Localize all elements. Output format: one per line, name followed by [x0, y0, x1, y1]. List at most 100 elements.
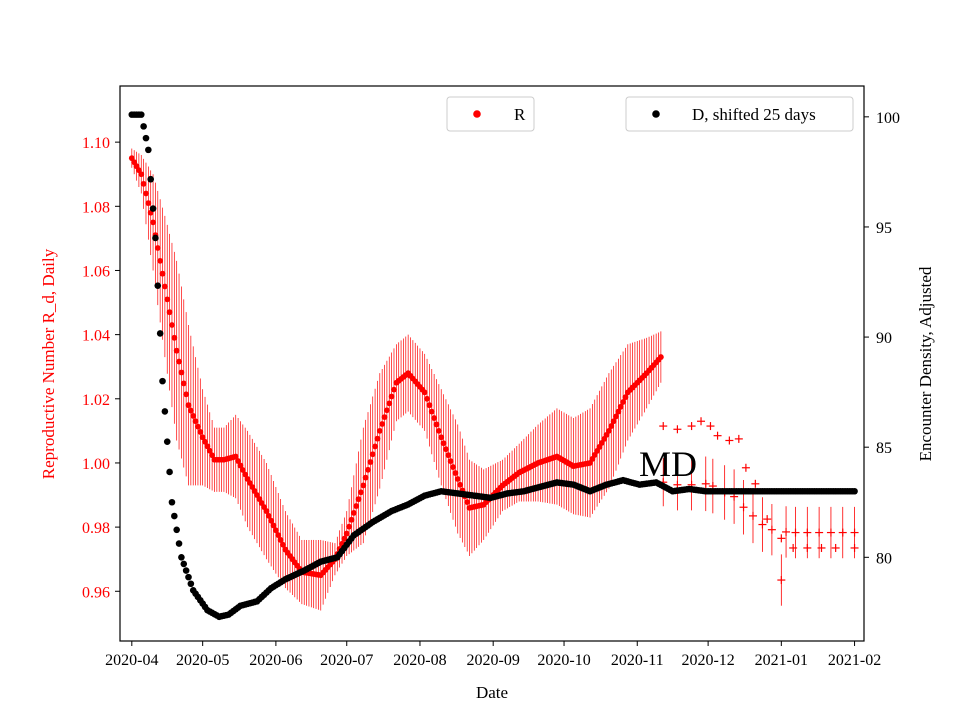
- d-point: [145, 146, 152, 154]
- r-point: [171, 334, 178, 341]
- r-point: [209, 452, 216, 459]
- r-point: [154, 245, 161, 251]
- r-point: [388, 393, 395, 400]
- legend-r-marker: [473, 110, 481, 118]
- d-point: [142, 134, 150, 142]
- legend-d-marker: [652, 110, 660, 118]
- r-point: [372, 443, 378, 450]
- r-point: [428, 408, 435, 415]
- r-point: [443, 446, 449, 453]
- right-axis-ticks: 80 85 90 95 100: [864, 110, 900, 567]
- r-point: [239, 467, 246, 473]
- d-point: [149, 205, 157, 212]
- r-point: [164, 296, 171, 303]
- y-left-tick-label: 1.08: [82, 199, 110, 216]
- r-point: [169, 322, 175, 328]
- d-point: [147, 175, 155, 183]
- d-point: [163, 438, 171, 445]
- r-point: [348, 516, 355, 523]
- d-point: [161, 408, 169, 415]
- d-point: [178, 554, 185, 561]
- r-point: [431, 415, 438, 421]
- d-points: [128, 111, 858, 621]
- y-left-tick-label: 1.10: [82, 135, 110, 152]
- legend-d-label: D, shifted 25 days: [692, 105, 816, 124]
- r-point: [424, 395, 430, 402]
- left-axis-ticks: 0.96 0.98 1.00 1.02 1.04 1.06 1.08 1.10: [82, 135, 120, 601]
- x-tick-label: 2020-09: [467, 652, 520, 669]
- r-point: [433, 421, 440, 428]
- d-point: [182, 567, 190, 574]
- r-point: [376, 427, 383, 434]
- d-point: [187, 580, 195, 588]
- d-point: [159, 377, 166, 385]
- r-point: [383, 407, 390, 414]
- x-tick-label: 2020-10: [537, 652, 590, 669]
- d-point: [851, 487, 858, 495]
- r-point: [610, 418, 617, 425]
- r-point: [272, 527, 279, 534]
- r-point: [440, 440, 447, 447]
- r-point: [145, 200, 152, 206]
- x-axis-ticks: 2020-04 2020-05 2020-06 2020-07 2020-08 2020-…: [105, 641, 881, 669]
- x-tick-label: 2020-04: [105, 652, 158, 669]
- r-point: [265, 512, 272, 519]
- r-point: [391, 386, 397, 393]
- r-point: [341, 535, 348, 542]
- y-left-tick-label: 1.04: [82, 328, 110, 345]
- x-tick-label: 2020-07: [320, 652, 373, 669]
- r-point: [447, 458, 454, 465]
- r-point: [157, 257, 164, 264]
- r-point: [138, 171, 145, 178]
- r-point: [454, 476, 461, 482]
- x-tick-label: 2020-05: [176, 652, 229, 669]
- d-point: [140, 123, 147, 130]
- legend-d-box: [625, 96, 854, 132]
- r-point: [608, 423, 615, 429]
- r-point: [381, 414, 388, 421]
- r-point: [192, 418, 199, 425]
- r-point: [235, 458, 241, 464]
- r-point: [178, 369, 185, 376]
- x-tick-label: 2020-06: [249, 652, 302, 669]
- r-point: [159, 270, 166, 277]
- r-point: [379, 421, 386, 427]
- x-tick-label: 2020-11: [611, 652, 664, 669]
- r-point: [140, 180, 147, 187]
- left-axis-label: Reproductive Number R_d, Daily: [39, 248, 58, 479]
- r-point: [620, 399, 626, 405]
- r-point: [202, 438, 208, 445]
- r-point: [199, 434, 206, 441]
- d-point: [156, 330, 164, 337]
- y-left-tick-label: 1.00: [82, 456, 110, 473]
- r-point: [369, 451, 376, 458]
- r-point: [275, 532, 282, 539]
- y-left-tick-label: 1.02: [82, 392, 110, 409]
- r-point: [197, 429, 204, 435]
- x-tick-label: 2021-01: [755, 652, 808, 669]
- r-point: [367, 459, 374, 465]
- r-point: [606, 427, 612, 434]
- d-point: [185, 573, 192, 581]
- r-point: [270, 522, 277, 529]
- r-point: [438, 434, 445, 441]
- r-point: [166, 309, 173, 316]
- r-point: [277, 537, 284, 543]
- r-point: [421, 389, 428, 396]
- r-point: [143, 190, 149, 197]
- r-point: [343, 530, 350, 537]
- r-point: [386, 400, 393, 407]
- r-point: [190, 412, 197, 419]
- d-point: [180, 560, 188, 568]
- r-point: [185, 402, 192, 409]
- r-point: [613, 413, 619, 420]
- r-point: [435, 427, 442, 434]
- r-point: [426, 402, 433, 409]
- y-right-tick-label: 80: [876, 550, 892, 567]
- r-point: [150, 219, 156, 226]
- y-left-tick-label: 1.06: [82, 263, 110, 280]
- r-point: [242, 471, 249, 478]
- d-point: [173, 526, 180, 534]
- r-point: [622, 394, 629, 401]
